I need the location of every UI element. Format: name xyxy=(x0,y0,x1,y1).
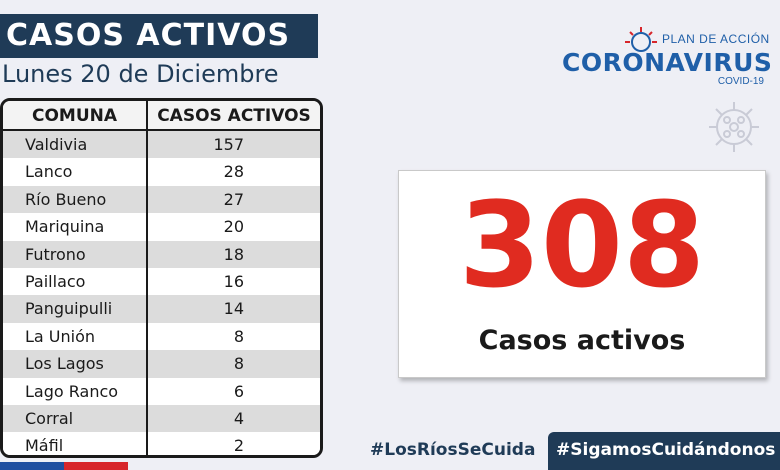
cell-casos: 28 xyxy=(223,162,244,182)
cell-casos: 4 xyxy=(233,408,244,428)
total-cases-number: 308 xyxy=(458,176,706,314)
cell-comuna: Valdivia xyxy=(3,131,148,159)
cell-casos: 2 xyxy=(233,436,244,456)
table-header: COMUNA CASOS ACTIVOS xyxy=(3,101,320,131)
flag-blue-band xyxy=(0,462,64,470)
table-row: La Unión 8 xyxy=(3,322,320,351)
cell-casos: 6 xyxy=(233,381,244,401)
cell-comuna: La Unión xyxy=(3,322,148,351)
table-row: Máfil 2 xyxy=(3,432,320,456)
table-row: Lago Ranco 6 xyxy=(3,377,320,405)
logo-subtitle: COVID-19 xyxy=(717,76,764,87)
cell-casos: 8 xyxy=(233,354,244,374)
logo-plan-text: PLAN DE ACCIÓN xyxy=(662,32,770,46)
cell-comuna: Futrono xyxy=(3,240,148,268)
cell-comuna: Máfil xyxy=(3,432,148,455)
cell-comuna: Los Lagos xyxy=(3,350,148,378)
cell-comuna: Río Bueno xyxy=(3,185,148,214)
cell-comuna: Corral xyxy=(3,404,148,433)
logo-title: CORONAVIRUS xyxy=(562,48,773,77)
column-header-casos: CASOS ACTIVOS xyxy=(157,106,311,126)
report-date: Lunes 20 de Diciembre xyxy=(2,60,279,88)
table-row: Los Lagos 8 xyxy=(3,350,320,378)
total-cases-card: 308 Casos activos xyxy=(398,170,766,378)
hashtag-los-rios: #LosRíosSeCuida xyxy=(370,440,536,460)
column-header-comuna: COMUNA xyxy=(3,101,148,129)
cell-comuna: Mariquina xyxy=(3,213,148,241)
table-row: Futrono 18 xyxy=(3,240,320,268)
cases-table: COMUNA CASOS ACTIVOS Valdivia 157 Lanco 28… xyxy=(0,98,323,458)
flag-strip xyxy=(0,462,128,470)
cell-comuna: Paillaco xyxy=(3,267,148,296)
cell-casos: 27 xyxy=(223,189,244,209)
page-title: CASOS ACTIVOS xyxy=(6,18,291,53)
cell-casos: 18 xyxy=(223,244,244,264)
total-cases-label: Casos activos xyxy=(478,325,686,356)
table-row: Valdivia 157 xyxy=(3,131,320,159)
table-row: Mariquina 20 xyxy=(3,213,320,241)
cell-comuna: Panguipulli xyxy=(3,295,148,323)
table-body: Valdivia 157 Lanco 28 Río Bueno 27 Mariquin… xyxy=(3,131,320,456)
cell-casos: 8 xyxy=(233,326,244,346)
table-row: Panguipulli 14 xyxy=(3,295,320,323)
cell-casos: 16 xyxy=(223,271,244,291)
virus-icon xyxy=(622,26,660,61)
table-row: Paillaco 16 xyxy=(3,267,320,296)
cell-comuna: Lanco xyxy=(3,158,148,186)
title-banner: CASOS ACTIVOS xyxy=(0,14,318,58)
table-row: Lanco 28 xyxy=(3,158,320,186)
cell-casos: 20 xyxy=(223,217,244,237)
flag-red-band xyxy=(64,462,128,470)
hashtag-sigamos: #SigamosCuidándonos xyxy=(548,432,780,470)
table-row: Río Bueno 27 xyxy=(3,185,320,214)
virus-watermark-icon xyxy=(705,98,763,161)
cell-casos: 14 xyxy=(223,299,244,319)
cell-comuna: Lago Ranco xyxy=(3,377,148,405)
hashtag-sigamos-text: #SigamosCuidándonos xyxy=(556,440,776,460)
cell-casos: 157 xyxy=(213,135,244,154)
table-row: Corral 4 xyxy=(3,404,320,433)
coronavirus-logo: PLAN DE ACCIÓN CORONAVIRUS COVID-19 xyxy=(562,26,772,90)
